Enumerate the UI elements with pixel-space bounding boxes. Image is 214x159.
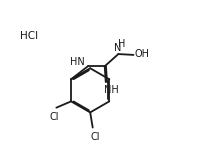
Text: N: N <box>114 43 121 53</box>
Text: OH: OH <box>135 49 150 59</box>
Text: Cl: Cl <box>90 132 100 142</box>
Text: NH: NH <box>104 85 118 95</box>
Text: HN: HN <box>70 57 85 67</box>
Text: H: H <box>119 39 126 49</box>
Text: HCl: HCl <box>20 31 38 41</box>
Text: Cl: Cl <box>50 112 59 122</box>
